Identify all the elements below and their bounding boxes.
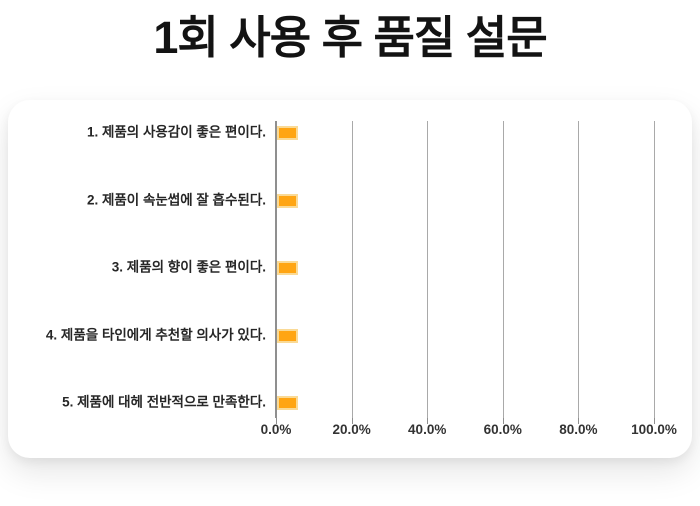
x-tick-label: 80.0% xyxy=(559,422,598,437)
axis-tick xyxy=(427,418,429,424)
value-axis-line xyxy=(275,121,277,418)
x-tick-label: 100.0% xyxy=(631,422,677,437)
bar xyxy=(277,261,298,275)
axis-tick xyxy=(654,418,655,424)
x-tick-label: 60.0% xyxy=(483,422,522,437)
gridline xyxy=(427,121,429,418)
bar xyxy=(277,328,298,343)
gridline xyxy=(502,121,504,418)
chart-card: 0.0% 20.0% 40.0% 60.0% 80.0% 100.0% 1. 제품의 사용감… xyxy=(8,100,692,458)
gridline xyxy=(654,121,655,418)
category-label: 2. 제품이 속눈썹에 잘 흡수된다. xyxy=(86,192,266,208)
axis-tick xyxy=(351,418,353,424)
category-label: 3. 제품의 향이 좋은 편이다. xyxy=(111,259,266,275)
category-label: 5. 제품에 대헤 전반적으로 만족한다. xyxy=(62,394,266,410)
axis-tick xyxy=(578,418,580,424)
x-tick-label: 20.0% xyxy=(332,422,371,437)
bar xyxy=(277,193,298,208)
page-title: 1회 사용 후 품질 설문 xyxy=(153,12,547,63)
bar xyxy=(277,126,298,140)
gridline xyxy=(351,121,353,418)
gridline xyxy=(578,121,580,418)
category-label: 4. 제품을 타인에게 추천할 의사가 있다. xyxy=(45,327,266,343)
axis-tick xyxy=(276,418,277,424)
x-tick-label: 40.0% xyxy=(408,422,447,437)
plot-area: 0.0% 20.0% 40.0% 60.0% 80.0% 100.0% 1. 제품의 사용감… xyxy=(8,100,692,458)
category-label: 1. 제품의 사용감이 좋은 편이다. xyxy=(86,124,266,140)
bar xyxy=(277,396,298,410)
axis-tick xyxy=(502,418,504,424)
x-tick-label: 0.0% xyxy=(260,422,292,437)
